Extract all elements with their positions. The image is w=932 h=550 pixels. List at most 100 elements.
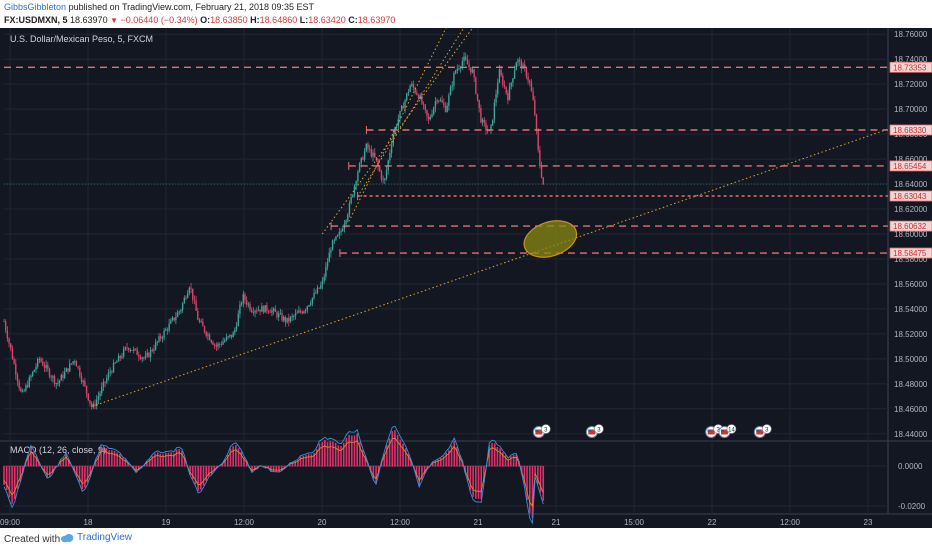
candle-body	[251, 309, 253, 312]
candle-body	[490, 125, 492, 131]
candle-body	[99, 393, 101, 397]
macd-histogram-bar	[280, 466, 283, 471]
macd-histogram-bar	[380, 461, 383, 467]
flag-count: 3	[544, 428, 548, 434]
level-label-box	[889, 124, 932, 136]
candle-body	[48, 368, 51, 377]
macd-histogram-bar	[531, 466, 534, 518]
macd-histogram-bar	[464, 466, 466, 473]
candle-body	[476, 93, 479, 100]
candle-body	[8, 338, 10, 344]
candle-body	[104, 381, 106, 383]
macd-histogram-bar	[183, 457, 186, 467]
macd-histogram-bar	[30, 447, 32, 467]
candle-body	[217, 343, 219, 347]
macd-histogram-bar	[272, 466, 275, 472]
x-tick-label: 09:00	[0, 518, 21, 527]
candle-body	[101, 386, 103, 394]
candle-body	[473, 69, 475, 78]
macd-histogram-bar	[375, 466, 377, 483]
macd-histogram-bar	[97, 455, 100, 467]
candle-body	[347, 214, 349, 221]
open-label: O:	[200, 15, 211, 25]
author-link[interactable]: GibbsGibbleton	[4, 2, 67, 12]
candle-body	[144, 355, 147, 358]
candle-body	[89, 400, 91, 404]
macd-histogram-bar	[49, 466, 51, 477]
candle-body	[38, 358, 41, 360]
macd-histogram-bar	[361, 449, 364, 467]
tradingview-logo[interactable]: TradingView	[60, 532, 132, 543]
candle-body	[237, 313, 239, 327]
close-value: 18.63970	[357, 15, 396, 25]
candle-body	[97, 396, 100, 400]
candle-body	[6, 330, 9, 339]
candle-body	[515, 62, 517, 71]
y-tick-label: 18.50000	[894, 355, 928, 364]
candle-body	[431, 114, 433, 118]
event-flag-icon[interactable]: 3	[532, 424, 551, 438]
candle-body	[176, 312, 179, 318]
candle-body	[55, 383, 57, 384]
event-flag-icon[interactable]: 14	[718, 424, 737, 438]
macd-histogram-bar	[321, 442, 323, 467]
candle-body	[136, 348, 138, 356]
level-label-box	[889, 61, 932, 73]
candle-body	[33, 369, 36, 372]
macd-histogram-bar	[202, 466, 205, 486]
candle-body	[266, 305, 268, 311]
macd-histogram-bar	[89, 466, 92, 477]
candle-body	[82, 381, 84, 382]
candle-body	[121, 356, 123, 358]
highlight-zone-ellipse	[523, 220, 578, 258]
macd-histogram-bar	[135, 466, 137, 473]
macd-histogram-bar	[493, 443, 496, 467]
candle-body	[256, 310, 258, 312]
x-tick-label: 12:00	[780, 518, 801, 527]
candle-body	[222, 341, 224, 345]
candle-body	[316, 287, 319, 294]
flag-count: 14	[728, 428, 735, 434]
candle-body	[72, 361, 74, 364]
y-tick-label: 18.56000	[894, 280, 928, 289]
y-tick-label: 18.66000	[894, 155, 928, 164]
event-flag-icon[interactable]: 3	[753, 424, 772, 438]
flag-canton	[707, 429, 711, 432]
candle-body	[498, 69, 501, 83]
event-flag-icon[interactable]: 3	[705, 424, 724, 438]
flag-count-badge	[594, 424, 604, 434]
macd-line	[3, 425, 544, 525]
event-flag-icon[interactable]: 3	[585, 424, 604, 438]
candle-body	[537, 129, 539, 150]
candle-body	[483, 119, 485, 123]
y-tick-label: 18.70000	[894, 105, 928, 114]
published-text: published on TradingView.com, February 2…	[68, 2, 315, 12]
macd-histogram-bar	[439, 458, 442, 467]
candle-body	[149, 349, 152, 358]
x-tick-label: 21	[474, 518, 483, 527]
macd-histogram-bar	[156, 452, 159, 467]
candle-body	[301, 311, 303, 314]
candle-body	[382, 179, 384, 181]
candle-body	[540, 166, 543, 178]
macd-histogram-bar	[488, 445, 491, 467]
y-tick-label: 18.44000	[894, 430, 928, 439]
level-label: 18.60632	[893, 222, 927, 231]
price-chart[interactable]: 18.7600018.7400018.7200018.7000018.68000…	[0, 28, 932, 528]
candle-body	[210, 340, 212, 343]
price-change: −0.06440 (−0.34%)	[120, 15, 198, 25]
candle-body	[200, 321, 202, 323]
candle-body	[3, 321, 5, 323]
macd-histogram-bar	[388, 438, 391, 467]
candle-body	[240, 303, 243, 305]
macd-histogram-bar	[78, 466, 81, 483]
candle-body	[419, 95, 421, 99]
candle-body	[109, 371, 111, 373]
candle-body	[23, 390, 25, 392]
candle-body	[385, 170, 388, 179]
candle-body	[416, 92, 418, 95]
candle-body	[466, 59, 469, 65]
macd-histogram-bar	[348, 435, 350, 467]
candle-body	[15, 363, 17, 375]
macd-histogram-bar	[146, 461, 148, 467]
